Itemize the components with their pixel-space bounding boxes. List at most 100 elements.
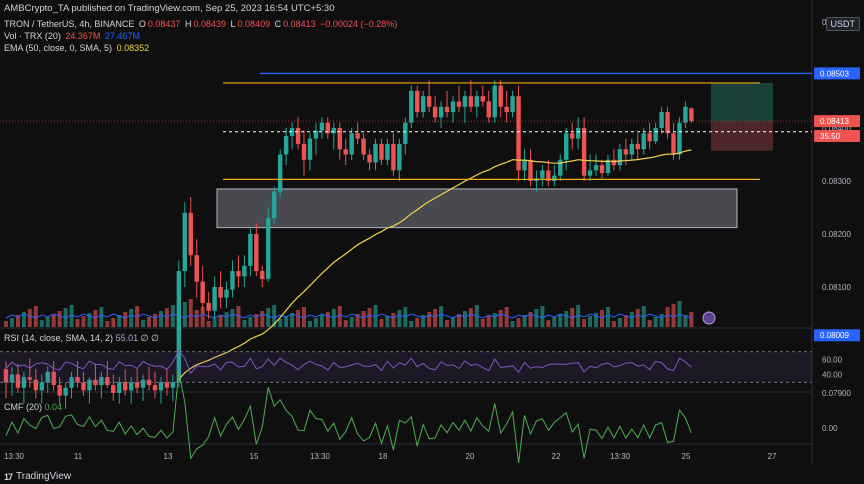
x-tick-label: 25 xyxy=(682,452,691,461)
candle xyxy=(158,382,164,391)
volume-bar xyxy=(325,312,330,327)
candle xyxy=(611,159,617,166)
volume-bar xyxy=(635,309,640,327)
candle xyxy=(552,175,557,181)
volume-bar xyxy=(254,314,259,327)
candle xyxy=(313,130,319,139)
cmf-tick-label: 0.00 xyxy=(822,424,838,433)
candle xyxy=(289,128,295,136)
candle xyxy=(57,385,62,396)
volume-legend: Vol · TRX (20) 24.367M 27.467M xyxy=(4,31,140,41)
tradingview-logo-icon: 17 xyxy=(4,471,13,482)
volume-bar xyxy=(361,311,366,327)
x-tick-label: 18 xyxy=(379,452,388,461)
ema-line xyxy=(178,149,692,380)
volume-ma-line xyxy=(5,313,692,319)
candle xyxy=(438,106,444,118)
candle xyxy=(391,143,396,171)
candle xyxy=(665,112,670,134)
volume-bar xyxy=(57,311,62,327)
target-zone xyxy=(711,82,773,122)
volume-bar xyxy=(296,310,301,327)
volume-bar xyxy=(337,306,342,327)
volume-bar xyxy=(492,313,497,327)
volume-bar xyxy=(659,314,664,327)
volume-bar xyxy=(27,309,32,327)
volume-bar xyxy=(33,306,38,327)
candle xyxy=(504,106,509,113)
candle xyxy=(570,133,575,139)
volume-bar xyxy=(421,315,426,327)
candle xyxy=(182,212,187,272)
volume-bar xyxy=(373,305,378,327)
candle xyxy=(170,382,176,388)
candle xyxy=(647,133,652,142)
volume-bar xyxy=(117,315,122,327)
rsi-line xyxy=(5,349,692,375)
volume-bar xyxy=(486,316,491,327)
candle xyxy=(397,143,402,171)
volume-bar xyxy=(439,306,444,327)
volume-bar xyxy=(200,307,205,327)
candle xyxy=(480,96,485,102)
currency-label[interactable]: USDT xyxy=(825,17,860,31)
candle xyxy=(498,85,503,107)
volume-bar xyxy=(534,309,539,327)
candle xyxy=(581,128,587,176)
candle xyxy=(206,302,211,311)
volume-bar xyxy=(605,307,610,327)
candle xyxy=(212,287,217,311)
y-tick-label: 0.07900 xyxy=(822,389,851,398)
volume-bar xyxy=(4,321,8,327)
volume-bar xyxy=(75,319,80,327)
candle xyxy=(409,90,414,123)
x-tick-label: 13:30 xyxy=(4,452,25,461)
alert-icon xyxy=(702,311,716,325)
x-tick-label: 20 xyxy=(466,452,475,461)
candle xyxy=(93,379,98,386)
volume-bar xyxy=(588,316,593,327)
candle xyxy=(63,387,68,396)
candle xyxy=(283,135,289,155)
volume-bar xyxy=(451,317,455,327)
volume-bar xyxy=(510,321,515,327)
candle xyxy=(564,133,569,160)
volume-bar xyxy=(284,316,289,327)
volume-bar xyxy=(367,308,372,327)
volume-bar xyxy=(546,320,551,327)
candle xyxy=(689,108,694,122)
candle xyxy=(242,265,247,277)
candle xyxy=(558,159,563,176)
volume-bar xyxy=(552,317,557,327)
tradingview-footer[interactable]: 17 TradingView xyxy=(4,471,71,482)
candle xyxy=(426,96,432,107)
y-tick-label: 0.08100 xyxy=(822,283,851,292)
volume-bar xyxy=(45,317,50,327)
candle xyxy=(337,128,342,150)
rsi-tick-label: 40.00 xyxy=(822,371,843,380)
ohlc-values: O 0.08437 H 0.08439 L 0.08409 C 0.08413 −0.0… xyxy=(138,19,398,29)
candle xyxy=(474,96,480,107)
volume-bar xyxy=(349,317,354,327)
volume-bar xyxy=(468,308,473,327)
candle xyxy=(671,133,676,155)
volume-bar xyxy=(87,313,92,327)
volume-bar xyxy=(302,307,306,327)
volume-bar xyxy=(689,312,694,327)
candle xyxy=(99,377,104,386)
volume-bar xyxy=(248,317,253,327)
price-label: 0.08503 xyxy=(820,69,849,78)
volume-bar xyxy=(111,318,116,327)
volume-bar xyxy=(391,313,396,327)
candle xyxy=(236,271,241,277)
volume-bar xyxy=(141,320,146,327)
volume-bar xyxy=(99,307,104,327)
candle xyxy=(373,143,378,163)
volume-bar xyxy=(123,312,128,327)
volume-bar xyxy=(653,317,658,327)
volume-bar xyxy=(230,309,235,327)
candle xyxy=(623,149,629,155)
candle xyxy=(301,143,307,160)
candle xyxy=(403,122,408,144)
